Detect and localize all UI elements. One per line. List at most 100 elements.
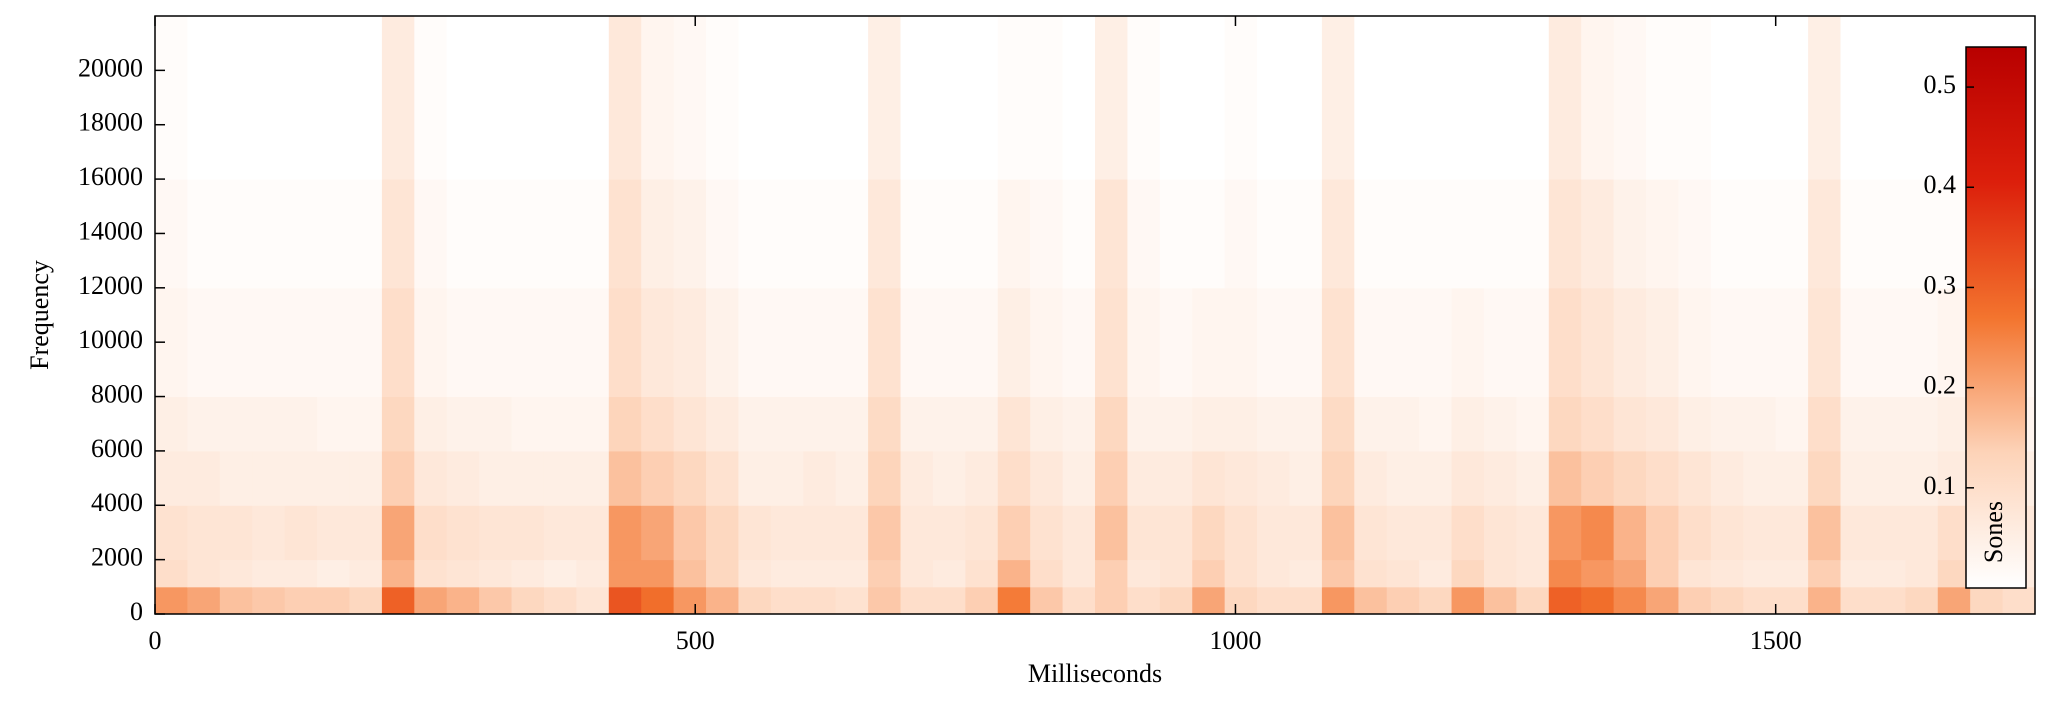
heatmap-cell	[1743, 179, 1777, 289]
heatmap-cell	[641, 559, 675, 588]
heatmap-cell	[673, 559, 707, 588]
heatmap-cell	[1095, 16, 1128, 180]
heatmap-cell	[187, 559, 221, 588]
heatmap-cell	[252, 396, 286, 452]
heatmap-cell	[511, 287, 545, 398]
heatmap-cell	[1192, 586, 1226, 615]
heatmap-cell	[155, 396, 188, 452]
heatmap-cell	[1419, 505, 1453, 561]
heatmap-cell	[317, 586, 350, 615]
heatmap-cell	[414, 586, 448, 615]
heatmap-cell	[1872, 586, 1906, 615]
heatmap-cell	[479, 287, 513, 398]
heatmap-cell	[1419, 287, 1453, 398]
x-tick-label: 1500	[1750, 626, 1802, 655]
heatmap-cell	[965, 559, 999, 588]
heatmap-cell	[1483, 287, 1517, 398]
heatmap-cell	[1257, 16, 1290, 180]
heatmap-cell	[1743, 586, 1777, 615]
heatmap-cell	[608, 396, 642, 452]
heatmap-cell	[1710, 559, 1744, 588]
heatmap-cell	[1678, 450, 1712, 506]
heatmap-cell	[641, 16, 675, 180]
heatmap-cell	[446, 559, 480, 588]
heatmap-cell	[1808, 559, 1842, 588]
heatmap-cell	[706, 559, 739, 588]
colorbar-tick-label: 0.2	[1924, 371, 1957, 400]
heatmap-cell	[1451, 450, 1485, 506]
colorbar-tick-label: 0.1	[1924, 471, 1957, 500]
heatmap-cell	[1483, 586, 1517, 615]
heatmap-cell	[1127, 179, 1161, 289]
heatmap-cell	[738, 586, 772, 615]
heatmap-cell	[381, 396, 415, 452]
y-tick-label: 16000	[78, 162, 143, 191]
heatmap-cell	[1419, 396, 1453, 452]
heatmap-cell	[608, 287, 642, 398]
heatmap-cell	[1678, 559, 1712, 588]
heatmap-cell	[1613, 559, 1647, 588]
heatmap-cell	[1905, 396, 1939, 452]
heatmap-cell	[1581, 396, 1615, 452]
heatmap-cell	[187, 586, 221, 615]
heatmap-cell	[1224, 16, 1258, 180]
heatmap-cell	[1775, 505, 1809, 561]
heatmap-cell	[219, 505, 253, 561]
heatmap-cell	[1192, 505, 1226, 561]
heatmap-cell	[543, 450, 577, 506]
plot-frame	[154, 15, 2036, 615]
heatmap-cell	[738, 16, 772, 180]
heatmap-cell	[381, 559, 415, 588]
heatmap-cell	[317, 396, 350, 452]
heatmap-cell	[1516, 396, 1550, 452]
heatmap-cell	[1905, 559, 1939, 588]
heatmap-cell	[1062, 287, 1096, 398]
heatmap-cell	[219, 287, 253, 398]
heatmap-cell	[479, 450, 513, 506]
heatmap-cell	[1030, 179, 1064, 289]
heatmap-cell	[1548, 559, 1582, 588]
heatmap-cell	[1808, 16, 1842, 180]
heatmap-cell	[835, 586, 869, 615]
heatmap-cell	[868, 586, 902, 615]
heatmap-cell	[1710, 450, 1744, 506]
heatmap-cell	[1710, 586, 1744, 615]
heatmap-cell	[1613, 179, 1647, 289]
heatmap-cell	[349, 586, 383, 615]
heatmap-cell	[1321, 396, 1355, 452]
heatmap-cell	[1937, 396, 1971, 452]
heatmap-cell	[576, 450, 610, 506]
heatmap-cell	[770, 16, 804, 180]
heatmap-cell	[1159, 586, 1193, 615]
heatmap-cell	[1548, 450, 1582, 506]
heatmap-cell	[187, 16, 221, 180]
heatmap-cell	[317, 559, 350, 588]
heatmap-cell	[1905, 16, 1939, 180]
heatmap-cell	[252, 586, 286, 615]
heatmap-cell	[1840, 287, 1874, 398]
heatmap-cell	[673, 179, 707, 289]
heatmap-cell	[2002, 586, 2036, 615]
heatmap-cell	[965, 287, 999, 398]
heatmap-cell	[1646, 505, 1679, 561]
heatmap-cell	[1127, 586, 1161, 615]
heatmap-cell	[641, 586, 675, 615]
heatmap-cell	[1646, 559, 1679, 588]
heatmap-cell	[1062, 559, 1096, 588]
heatmap-cell	[1257, 586, 1290, 615]
heatmap-cell	[317, 287, 350, 398]
heatmap-cell	[543, 287, 577, 398]
heatmap-cell	[1710, 396, 1744, 452]
y-tick-label: 2000	[91, 543, 143, 572]
heatmap-cell	[1872, 16, 1906, 180]
heatmap-cell	[1775, 559, 1809, 588]
heatmap-cell	[965, 16, 999, 180]
heatmap-cell	[965, 450, 999, 506]
heatmap-cell	[1646, 179, 1679, 289]
heatmap-cell	[1646, 450, 1679, 506]
heatmap-cell	[1159, 287, 1193, 398]
heatmap-cell	[1354, 396, 1388, 452]
heatmap-cell	[1743, 559, 1777, 588]
heatmap-cell	[1516, 287, 1550, 398]
